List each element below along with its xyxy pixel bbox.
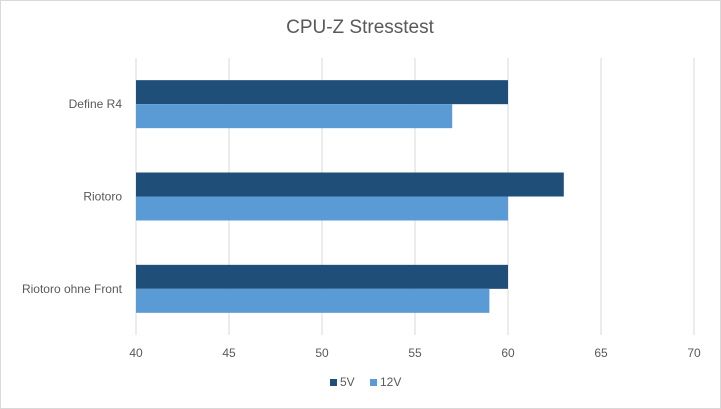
x-tick-label: 70 [687,346,701,360]
bar-12v [136,104,453,129]
x-tick-label: 45 [222,346,236,360]
legend-swatch [370,379,377,386]
bar-5v [136,80,508,105]
category-label: Riotoro ohne Front [22,282,123,296]
legend-label: 5V [340,375,355,389]
x-tick-label: 55 [408,346,422,360]
category-label: Riotoro [83,190,122,204]
category-label: Define R4 [69,97,123,111]
bar-5v [136,264,508,289]
bar-12v [136,288,490,313]
chart-title: CPU-Z Stresstest [286,17,435,38]
legend-swatch [330,379,337,386]
legend: 5V 12V [330,375,401,389]
bars [136,80,564,313]
x-tick-label: 50 [315,346,329,360]
x-tick-label: 65 [594,346,608,360]
legend-label: 12V [380,375,401,389]
x-tick-label: 40 [129,346,143,360]
x-tick-labels: 40 45 50 55 60 65 70 [129,346,701,360]
x-tick-label: 60 [501,346,515,360]
bar-5v [136,172,564,197]
category-labels: Define R4 Riotoro Riotoro ohne Front [22,97,123,296]
bar-12v [136,196,508,221]
